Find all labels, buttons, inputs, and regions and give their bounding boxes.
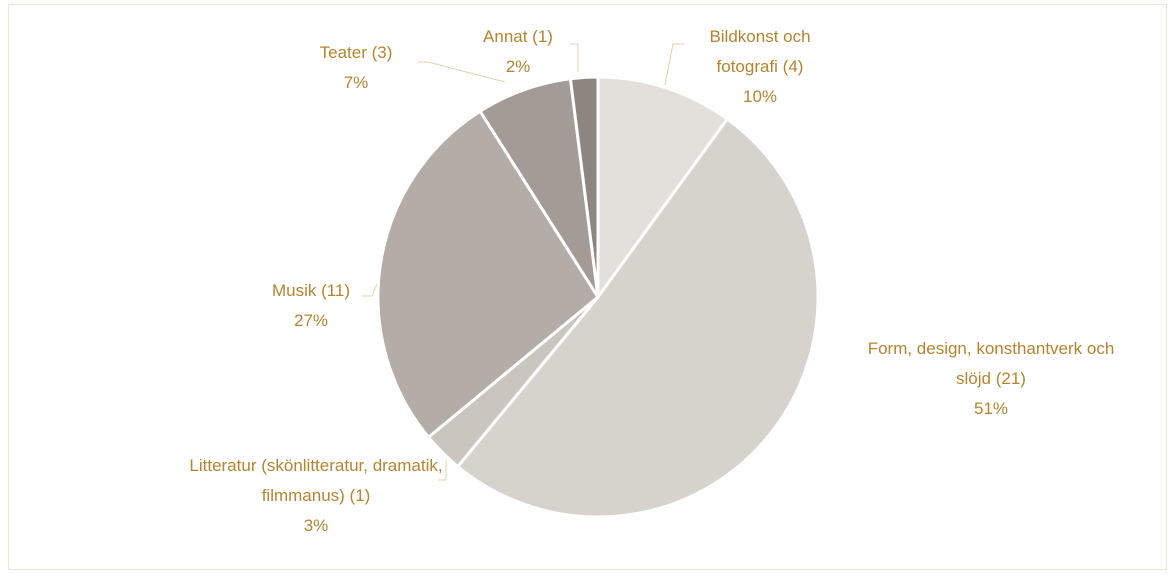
data-label: Bildkonst och fotografi (4) 10%: [680, 22, 840, 112]
leader-line: [570, 43, 579, 72]
category-label: Teater (3): [319, 43, 393, 62]
pie-slice: [568, 75, 600, 299]
data-label: Annat (1) 2%: [463, 22, 573, 82]
category-label: Annat (1): [483, 27, 553, 46]
category-label: Form, design, konsthantverk och slöjd (2…: [867, 339, 1115, 388]
category-label: Bildkonst och fotografi (4): [709, 27, 811, 76]
data-label: Musik (11) 27%: [251, 276, 371, 336]
chart-frame: [8, 4, 1167, 570]
percent-label: 10%: [742, 87, 778, 106]
pie-slice: [596, 75, 729, 299]
data-label: Teater (3) 7%: [296, 38, 416, 98]
data-label: Litteratur (skönlitteratur, dramatik, fi…: [181, 451, 451, 541]
pie-slice: [376, 109, 600, 439]
leader-line: [664, 43, 684, 86]
data-label: Form, design, konsthantverk och slöjd (2…: [861, 334, 1121, 424]
percent-label: 2%: [505, 57, 531, 76]
leader-line: [438, 460, 447, 481]
leader-line: [418, 61, 506, 83]
category-label: Musik (11): [271, 281, 351, 300]
percent-label: 7%: [343, 73, 369, 92]
pie-slice: [456, 117, 820, 519]
percent-label: 3%: [303, 516, 329, 535]
category-label: Litteratur (skönlitteratur, dramatik, fi…: [189, 456, 443, 505]
percent-label: 51%: [973, 399, 1009, 418]
percent-label: 27%: [293, 311, 329, 330]
